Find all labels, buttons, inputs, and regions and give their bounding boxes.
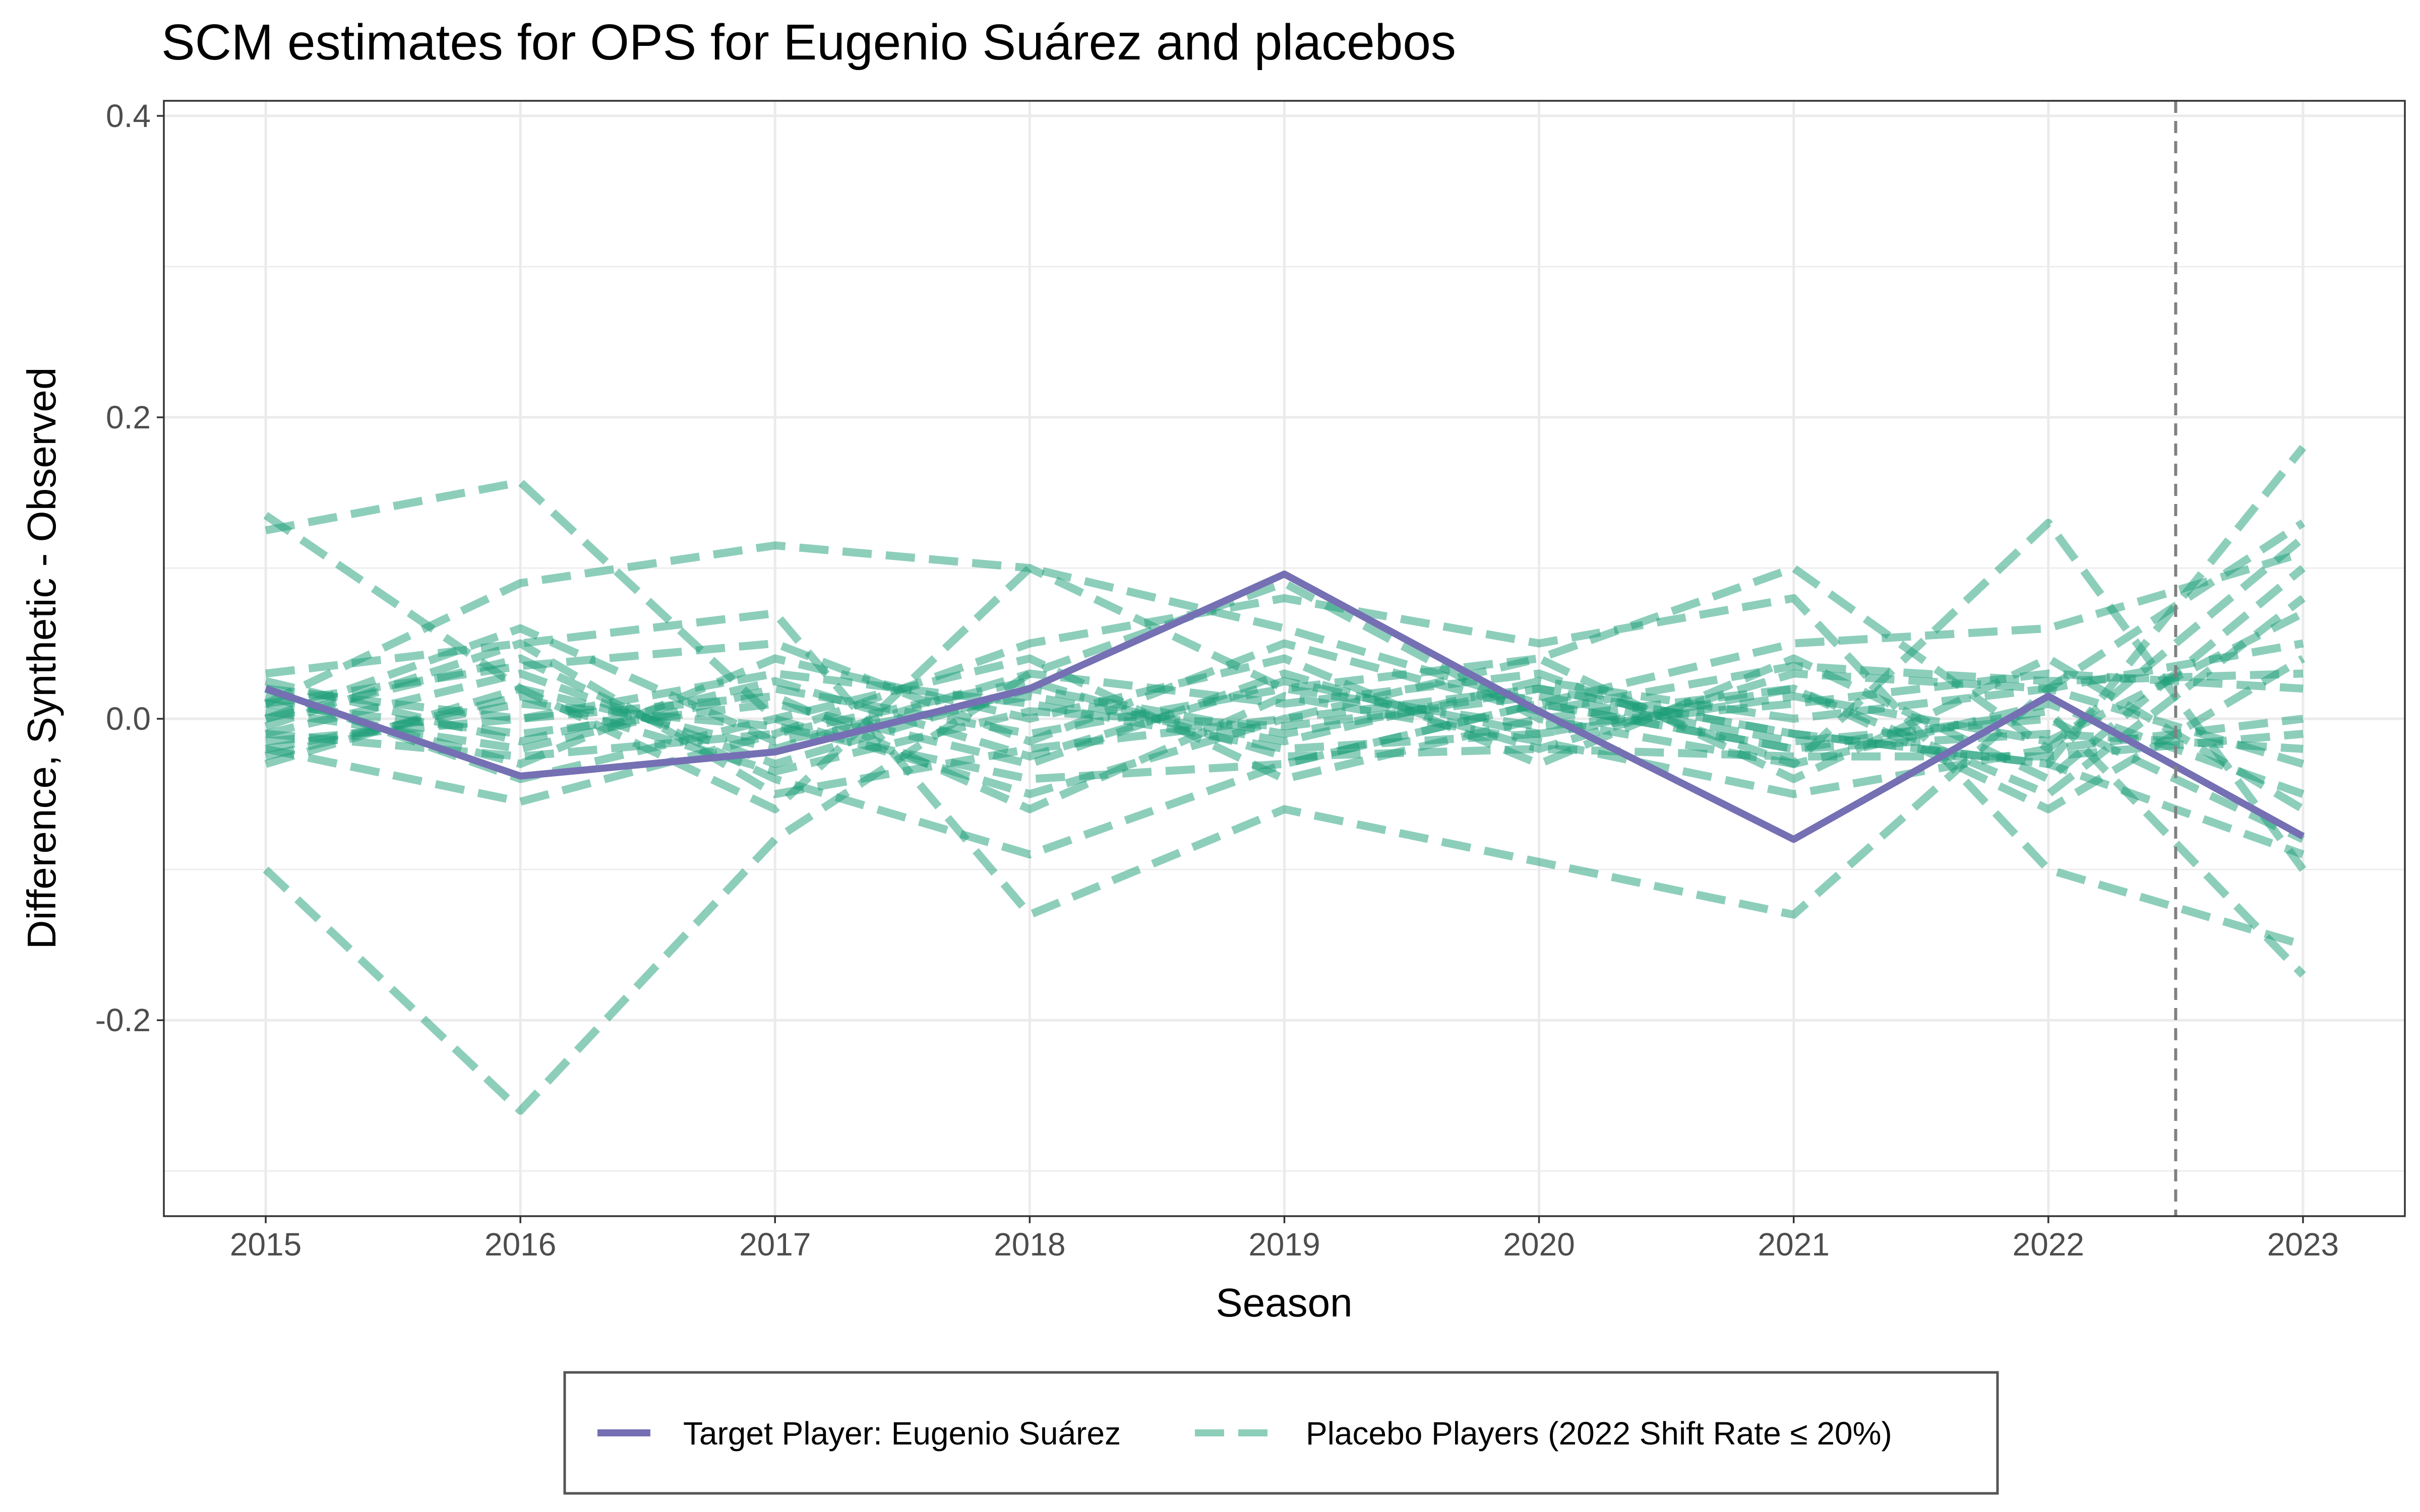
y-axis-title: Difference, Synthetic - Observed: [19, 367, 64, 950]
x-tick-label: 2023: [2267, 1226, 2339, 1263]
x-tick-label: 2016: [485, 1226, 556, 1263]
placebo-line: [265, 692, 2304, 813]
y-tick-label: 0.4: [106, 98, 151, 134]
placebo-line: [264, 639, 2306, 813]
placebo-line: [265, 594, 2305, 949]
legend-box: [563, 1371, 1999, 1495]
legend-label-placebo: Placebo Players (2022 Shift Rate ≤ 20%): [1306, 1415, 1892, 1452]
placebo-line: [265, 692, 2305, 843]
placebo-line: [264, 654, 2306, 813]
x-tick-label: 2020: [1503, 1226, 1575, 1263]
placebo-line: [265, 639, 2304, 745]
placebo-line: [265, 549, 2305, 859]
plot-area: [163, 100, 2406, 1217]
placebo-line: [264, 535, 2306, 753]
target-line: [264, 571, 2305, 843]
placebo-line: [264, 564, 2306, 783]
x-axis-title: Season: [1216, 1280, 1352, 1325]
target-line-group: [264, 571, 2305, 843]
legend-label-target: Target Player: Eugenio Suárez: [683, 1415, 1121, 1452]
y-tick-label: -0.2: [95, 1002, 151, 1038]
y-axis: -0.2 0.0 0.2 0.4: [95, 98, 164, 1038]
placebo-line: [264, 624, 2305, 768]
placebo-lines: [263, 445, 2307, 1115]
x-tick-label: 2015: [230, 1226, 301, 1263]
placebo-line: [265, 639, 2304, 768]
placebo-line: [265, 677, 2304, 761]
x-tick-label: 2018: [994, 1226, 1065, 1263]
x-tick-label: 2017: [739, 1226, 811, 1263]
x-tick-label: 2021: [1758, 1226, 1830, 1263]
y-tick-label: 0.0: [106, 701, 151, 737]
legend: Target Player: Eugenio Suárez Placebo Pl…: [563, 1371, 1999, 1495]
x-axis: 2015 2016 2017 2018 2019 2020 2021 2022 2023: [230, 1216, 2339, 1263]
chart-title: SCM estimates for OPS for Eugenio Suárez…: [161, 14, 1456, 71]
y-tick-label: 0.2: [106, 399, 151, 435]
x-tick-label: 2019: [1248, 1226, 1320, 1263]
x-tick-label: 2022: [2013, 1226, 2084, 1263]
